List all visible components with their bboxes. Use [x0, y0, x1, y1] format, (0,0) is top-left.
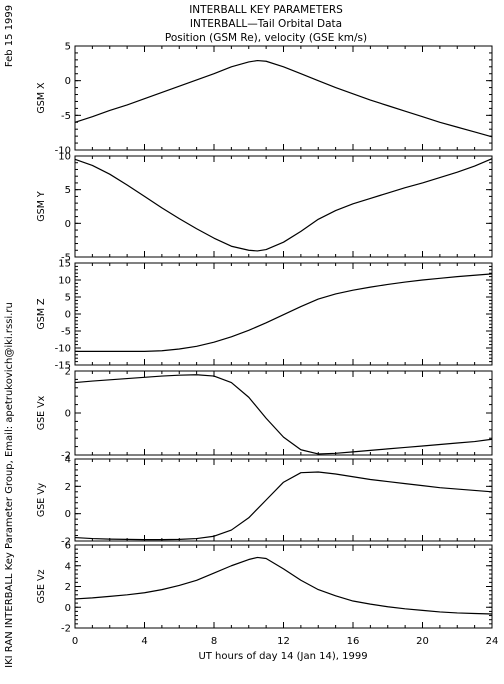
- header: INTERBALL KEY PARAMETERS INTERBALL—Tail …: [4, 4, 368, 668]
- y-axis-label: GSE Vy: [36, 482, 47, 517]
- panel-4: 2 0 -2 GSE Vx: [36, 367, 493, 462]
- credit-label: IKI RAN INTERBALL Key Parameter Group, E…: [4, 302, 15, 668]
- y-tick-label: 10: [58, 276, 71, 287]
- series-line-gsm-x: [74, 59, 493, 138]
- series-line-gse-vx: [74, 374, 493, 455]
- chart-title-line-2: INTERBALL—Tail Orbital Data: [190, 18, 342, 30]
- y-tick-label: 5: [65, 185, 71, 196]
- series-line-gsm-y: [74, 158, 493, 252]
- y-tick-label: 10: [58, 152, 71, 163]
- panel-frame: [74, 370, 493, 456]
- y-axis-label: GSE Vz: [36, 570, 47, 604]
- y-axis-label: GSM Y: [36, 191, 47, 222]
- y-tick-label: 0: [65, 603, 71, 614]
- series-line-gse-vz: [74, 556, 493, 615]
- panel-5: 4 2 0 -2 GSE Vy: [36, 455, 493, 548]
- panel-2: 10 5 0 -5 GSM Y: [36, 152, 493, 264]
- x-tick-label: 24: [486, 636, 499, 647]
- y-tick-label: 0: [65, 409, 71, 420]
- x-tick-label: 16: [347, 636, 360, 647]
- x-tick-label: 12: [277, 636, 290, 647]
- x-tick-label: 0: [72, 636, 78, 647]
- y-tick-label: 15: [58, 259, 71, 270]
- y-tick-label: 0: [65, 310, 71, 321]
- y-axis-label: GSM Z: [36, 298, 47, 330]
- series-line-gse-vy: [74, 471, 493, 541]
- y-tick-label: 2: [65, 482, 71, 493]
- y-tick-label: 0: [65, 509, 71, 520]
- y-tick-label: 2: [65, 367, 71, 378]
- y-tick-label: 2: [65, 582, 71, 593]
- y-tick-label: -2: [61, 537, 71, 548]
- y-tick-label: 4: [65, 561, 71, 572]
- panels: 5 0 -5 -10 GSM X 10 5 0 -5 GSM Y 15 10 5 0 -5 -10 -15 GSM…: [36, 42, 498, 648]
- x-axis-label: UT hours of day 14 (Jan 14), 1999: [198, 651, 367, 662]
- x-tick-label: 4: [141, 636, 147, 647]
- y-tick-label: 0: [65, 219, 71, 230]
- y-tick-label: -2: [61, 451, 71, 462]
- panel-frame: [74, 458, 493, 542]
- chart-title-line-1: INTERBALL KEY PARAMETERS: [189, 4, 343, 16]
- y-tick-label: -10: [55, 146, 71, 157]
- y-tick-label: 5: [65, 293, 71, 304]
- panel-frame: [74, 45, 493, 151]
- y-tick-label: 0: [65, 76, 71, 87]
- y-axis-label: GSM X: [36, 82, 47, 114]
- x-tick-label: 8: [211, 636, 217, 647]
- y-tick-label: -5: [61, 111, 71, 122]
- y-axis-label: GSE Vx: [36, 395, 47, 430]
- y-tick-label: -15: [55, 361, 71, 372]
- y-tick-label: -5: [61, 253, 71, 264]
- y-tick-label: -10: [55, 344, 71, 355]
- panel-frame: [74, 262, 493, 366]
- y-tick-label: -5: [61, 327, 71, 338]
- panel-frame: [74, 544, 493, 629]
- panel-1: 5 0 -5 -10 GSM X: [36, 42, 493, 157]
- chart-title-line-3: Position (GSM Re), velocity (GSE km/s): [165, 32, 367, 44]
- y-tick-label: 5: [65, 42, 71, 53]
- series-line-gsm-z: [75, 273, 493, 352]
- x-tick-label: 20: [416, 636, 429, 647]
- y-tick-label: 6: [65, 541, 71, 552]
- y-tick-label: 4: [65, 455, 71, 466]
- y-tick-label: -2: [61, 624, 71, 635]
- panel-3: 15 10 5 0 -5 -10 -15 GSM Z: [36, 259, 493, 372]
- date-label: Feb 15 1999: [4, 5, 15, 67]
